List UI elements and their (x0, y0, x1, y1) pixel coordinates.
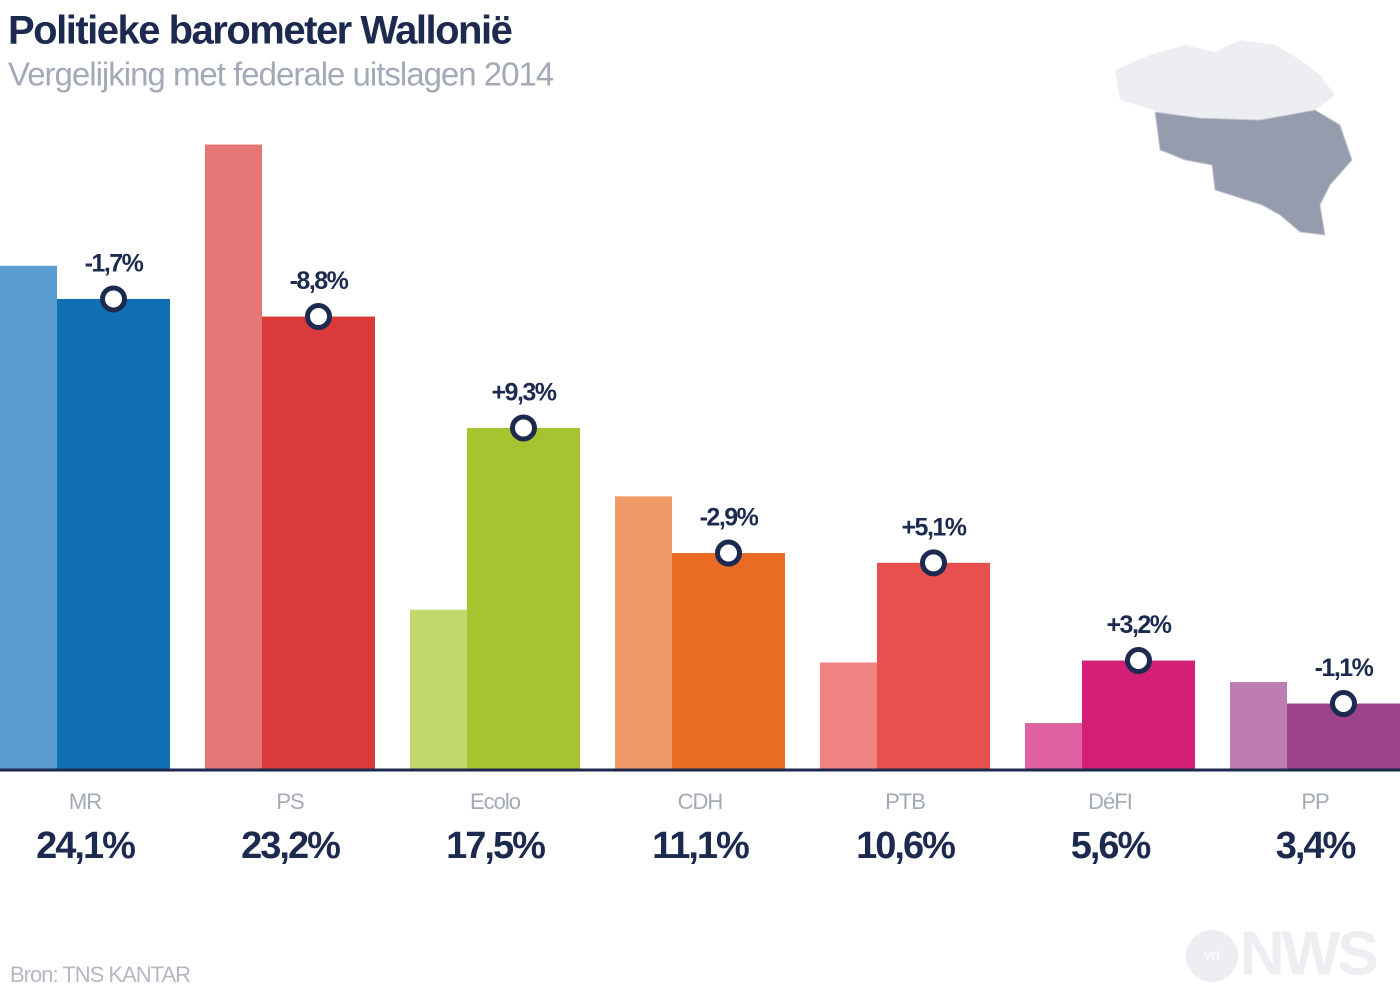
chart-title: Politieke barometer Wallonië (8, 9, 512, 53)
bar-previous (820, 662, 877, 770)
value-label: 3,4% (1276, 825, 1356, 867)
bar-previous (1230, 682, 1287, 770)
bar-current (877, 562, 990, 770)
value-label: 11,1% (652, 825, 749, 867)
change-label: +5,1% (901, 513, 966, 541)
change-label: -1,1% (1315, 654, 1374, 682)
logo-big: NWS (1240, 919, 1376, 988)
change-marker (510, 414, 537, 442)
value-label: 24,1% (36, 825, 135, 867)
change-label: -2,9% (700, 504, 759, 532)
bar-previous (1025, 723, 1082, 770)
change-marker (1330, 690, 1357, 718)
change-marker (305, 303, 332, 331)
change-marker (920, 549, 947, 577)
bar-previous (205, 144, 262, 770)
chart-subtitle: Vergelijking met federale uitslagen 2014 (8, 56, 554, 93)
value-label: 10,6% (856, 825, 955, 867)
category-label: PS (276, 789, 304, 814)
value-label: 23,2% (241, 825, 340, 867)
change-marker (100, 285, 127, 313)
category-label: Ecolo (470, 789, 521, 814)
change-label: -1,7% (85, 250, 144, 278)
change-label: +9,3% (491, 379, 556, 407)
logo-small: vrt (1204, 947, 1220, 963)
category-label: MR (69, 789, 101, 814)
change-marker (1125, 647, 1152, 675)
value-label: 5,6% (1071, 825, 1151, 867)
change-marker (715, 539, 742, 567)
bar-current (262, 316, 375, 770)
category-label: PTB (885, 789, 925, 814)
bar-previous (0, 265, 57, 770)
bar-current (672, 553, 785, 770)
change-label: -8,8% (290, 267, 349, 295)
logo-circle (1186, 930, 1238, 982)
bar-current (57, 298, 170, 770)
bar-current (467, 427, 580, 770)
bar-current (1082, 660, 1195, 770)
source: Bron: TNS KANTAR (10, 962, 190, 987)
bar-previous (410, 609, 467, 770)
belgium-map (1115, 40, 1353, 236)
category-label: DéFI (1088, 789, 1132, 814)
category-label: PP (1301, 789, 1329, 814)
category-label: CDH (678, 789, 723, 814)
value-label: 17,5% (446, 825, 545, 867)
bar-previous (615, 496, 672, 770)
change-label: +3,2% (1106, 611, 1171, 639)
